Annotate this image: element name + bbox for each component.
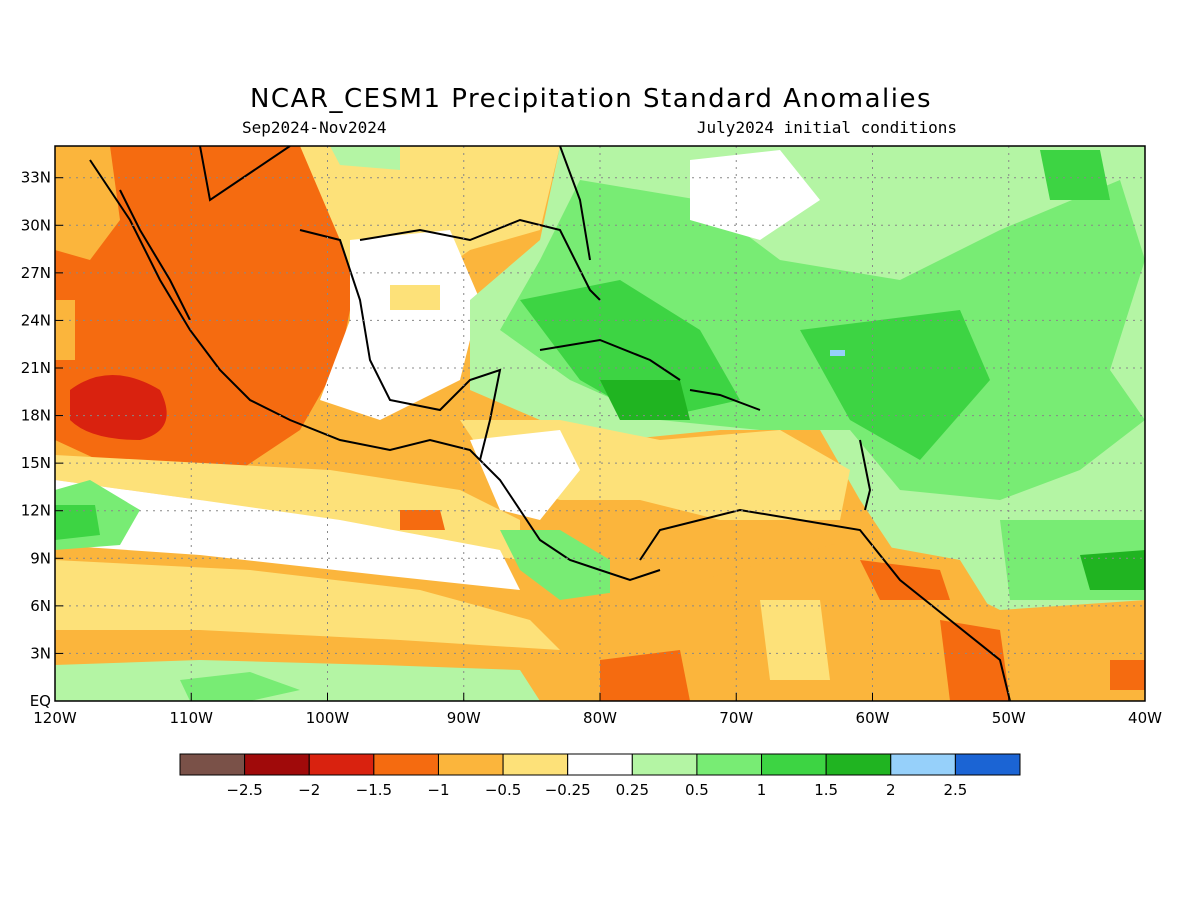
anomaly-panama-green	[500, 530, 610, 600]
anomaly-pacific-red	[70, 375, 167, 440]
anomaly-brazil-orange	[940, 620, 1010, 701]
x-tick-label: 80W	[583, 709, 617, 727]
x-tick-label: 100W	[306, 709, 350, 727]
x-tick-label: 120W	[33, 709, 77, 727]
coast-lesser-antilles	[859, 439, 872, 511]
x-tick-label: 60W	[856, 709, 890, 727]
legend-label: −1.5	[356, 781, 392, 799]
legend-swatch	[437, 753, 504, 776]
legend-swatch	[825, 753, 892, 776]
anomaly-pacific-nw	[55, 146, 120, 260]
legend-swatch	[373, 753, 439, 776]
legend-swatch	[244, 753, 310, 776]
y-tick-label: 21N	[21, 359, 51, 377]
coast-south-america	[639, 508, 1011, 701]
y-tick-label: 30N	[21, 216, 51, 234]
y-tick-label: 9N	[30, 549, 51, 567]
coast-pacific	[89, 159, 661, 582]
legend-label: −0.5	[485, 781, 521, 799]
y-tick-label: 24N	[21, 311, 51, 329]
y-tick-label: 18N	[21, 407, 51, 425]
anomaly-pacific-green-s-core	[180, 672, 300, 701]
legend-label: 2.5	[943, 781, 967, 799]
forecast-period: Sep2024-Nov2024	[242, 118, 387, 137]
anomaly-caribbean-green	[520, 280, 740, 420]
y-tick-label: 15N	[21, 454, 51, 472]
chart-title: NCAR_CESM1 Precipitation Standard Anomal…	[249, 84, 933, 114]
color-legend: −2.5 −2 −1.5 −1 −0.5 −0.25 0.25 0.5 1 1.5 2 2.5	[179, 753, 1021, 799]
anomaly-guianas-orange	[860, 560, 950, 600]
coast-baja	[119, 189, 191, 321]
legend-label: 2	[886, 781, 896, 799]
anomaly-atlantic-mid	[800, 310, 990, 460]
anomaly-atlantic-blue	[830, 350, 845, 356]
x-tick-label: 40W	[1128, 709, 1162, 727]
legend-label: −1	[427, 781, 449, 799]
anomaly-colombia-orange	[600, 650, 690, 701]
anomaly-pacific-yellow-s	[55, 560, 560, 650]
x-tick-label: 90W	[447, 709, 481, 727]
legend-swatch	[954, 753, 1021, 776]
border-us-mexico	[199, 146, 291, 202]
legend-label: 0.5	[685, 781, 709, 799]
anomaly-atlantic-sw-orange	[1110, 660, 1145, 690]
coast-cuba	[539, 338, 681, 381]
anomaly-pacific-white	[55, 480, 520, 590]
legend-swatch	[890, 753, 956, 776]
anomaly-us-green	[330, 146, 400, 170]
legend-label: 1.5	[814, 781, 838, 799]
x-tick-label: 110W	[170, 709, 214, 727]
anomaly-gulf-white	[320, 230, 480, 420]
y-tick-label: EQ	[30, 692, 51, 710]
anomaly-atlantic-ne	[1040, 150, 1110, 200]
coast-gulf-west	[299, 229, 502, 461]
anomaly-pacific-w	[55, 300, 75, 360]
y-axis: EQ 3N 6N 9N 12N 15N 18N 21N 24N 27N 30N 33N	[21, 169, 63, 710]
x-tick-label: 70W	[719, 709, 753, 727]
legend-swatch	[761, 753, 827, 776]
coast-florida-east	[559, 146, 591, 261]
anomaly-centralam-white	[470, 430, 580, 520]
anomaly-caribbean-dark	[600, 380, 690, 420]
anomaly-pacific-green-core	[55, 505, 100, 540]
legend-swatch	[308, 753, 375, 776]
y-tick-label: 6N	[30, 597, 51, 615]
legend-label: −0.25	[545, 781, 591, 799]
anomaly-gulf-yellow-patch	[390, 285, 440, 310]
map-grid	[55, 146, 1145, 701]
legend-swatch	[179, 753, 246, 776]
y-tick-label: 27N	[21, 264, 51, 282]
anomaly-atlantic-se-core	[1080, 550, 1145, 590]
anomaly-pacific-green-s	[55, 660, 540, 701]
anomaly-atlantic-white	[690, 150, 820, 240]
legend-swatch	[631, 753, 698, 776]
anomaly-venezuela-yellow	[760, 600, 830, 680]
initial-conditions: July2024 initial conditions	[696, 118, 957, 137]
y-tick-label: 12N	[21, 502, 51, 520]
legend-label: 0.25	[616, 781, 649, 799]
legend-label: 1	[757, 781, 767, 799]
legend-swatch	[502, 753, 569, 776]
anomaly-field	[55, 146, 1145, 701]
coastlines	[89, 146, 1011, 701]
coast-gulf-north	[359, 218, 601, 301]
anomaly-pacific-orange-patch	[400, 510, 445, 530]
legend-swatch	[567, 753, 633, 776]
coast-hispaniola	[689, 389, 761, 411]
x-axis: 120W 110W 100W 90W 80W 70W 60W 50W 40W	[33, 693, 1162, 727]
y-tick-label: 3N	[30, 644, 51, 662]
legend-label: −2.5	[226, 781, 262, 799]
x-tick-label: 50W	[992, 709, 1026, 727]
y-tick-label: 33N	[21, 169, 51, 187]
legend-label: −2	[298, 781, 320, 799]
legend-swatch	[696, 753, 763, 776]
